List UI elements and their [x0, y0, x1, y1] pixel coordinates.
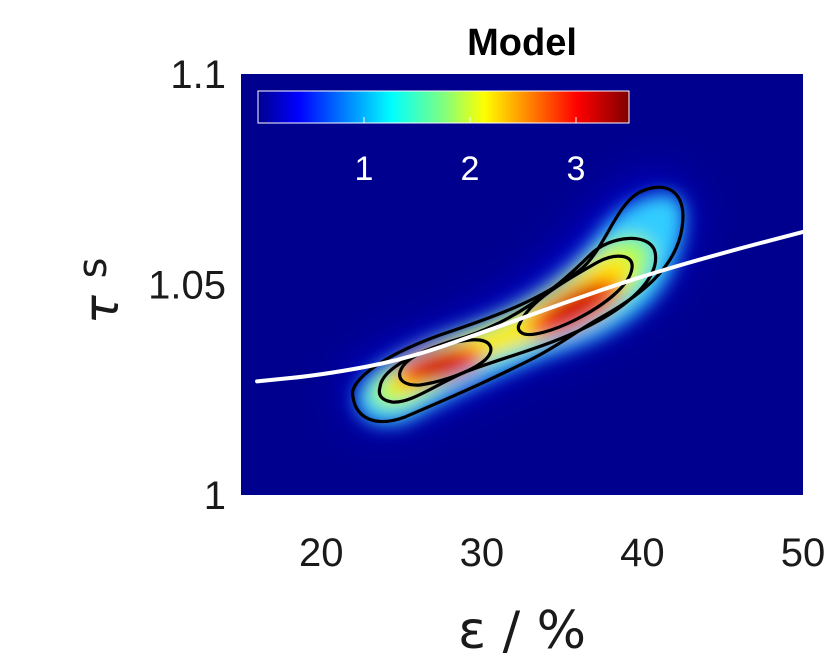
contour-inner-right	[516, 254, 634, 337]
colorbar-gradient	[257, 90, 630, 124]
contour-outer	[351, 185, 685, 423]
y-tick-label: 1	[204, 474, 226, 518]
svg-text:τ s: τ s	[70, 258, 130, 325]
x-tick-label: 50	[781, 531, 826, 575]
x-axis: 20 30 40 50	[299, 531, 825, 575]
chart-title: Model	[467, 22, 577, 64]
y-axis-label-subscript: s	[70, 258, 116, 279]
colorbar-tick-label: 1	[355, 150, 374, 188]
y-axis: 1 1.05 1.1	[148, 53, 226, 518]
colorbar: 1 2 3	[257, 90, 630, 188]
colorbar-ticks: 1 2 3	[355, 117, 586, 188]
heatmap	[255, 180, 803, 426]
x-tick-label: 40	[620, 531, 665, 575]
plot-area	[241, 74, 803, 495]
y-axis-label-symbol: τ	[74, 294, 130, 324]
colorbar-tick-label: 2	[461, 150, 480, 188]
fit-curve	[255, 229, 803, 384]
y-tick-label: 1.1	[170, 53, 226, 97]
x-tick-label: 30	[460, 531, 505, 575]
y-axis-label: τ s	[70, 258, 130, 325]
colorbar-tick-label: 3	[567, 150, 586, 188]
x-tick-label: 20	[299, 531, 344, 575]
y-tick-label: 1.05	[148, 264, 226, 308]
x-axis-label: ε / %	[458, 601, 586, 661]
